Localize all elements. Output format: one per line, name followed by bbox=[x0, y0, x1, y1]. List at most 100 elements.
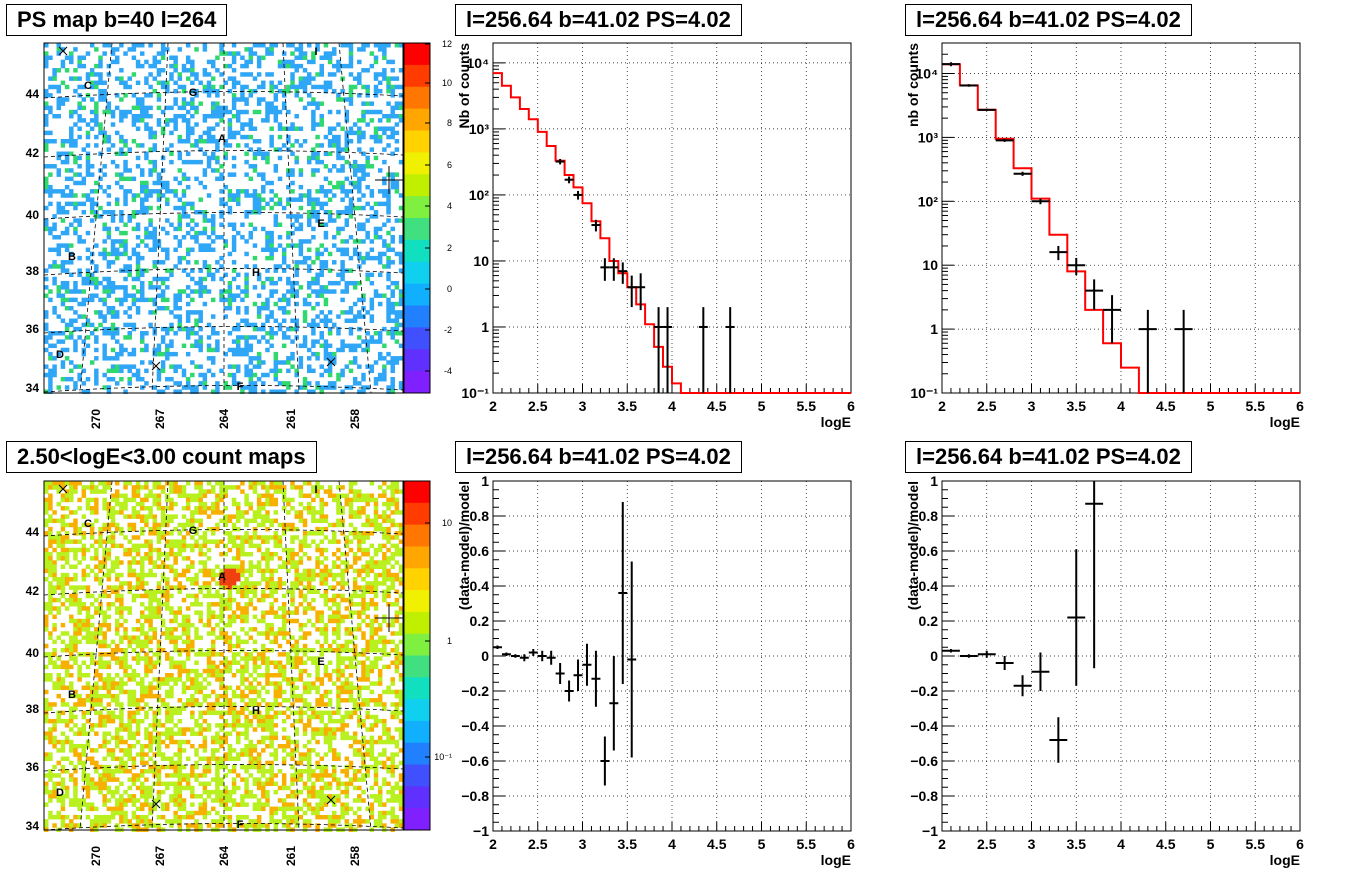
colorbar-tick-0: 10 bbox=[442, 518, 452, 528]
map-xtick-4: 258 bbox=[348, 846, 362, 866]
map-xtick-0: 270 bbox=[89, 409, 103, 429]
colorbar-tick-4: 4 bbox=[447, 201, 452, 211]
xtick-label-7: 5.5 bbox=[797, 398, 817, 414]
map-ytick-5: 34 bbox=[26, 381, 40, 395]
ytick-label-2: 10 bbox=[922, 257, 938, 273]
xtick-label-5: 4.5 bbox=[1156, 836, 1176, 852]
xtick-label-8: 6 bbox=[847, 836, 855, 852]
xtick-label-1: 2.5 bbox=[977, 398, 997, 414]
map-xtick-3: 261 bbox=[284, 846, 298, 866]
map-xtick-1: 267 bbox=[153, 846, 167, 866]
x-axis-label: logE bbox=[821, 414, 851, 430]
source-label-A: A bbox=[218, 133, 226, 145]
xtick-label-3: 3.5 bbox=[618, 398, 638, 414]
ytick-label-2: −0.6 bbox=[461, 753, 489, 769]
map-ytick-3: 38 bbox=[26, 264, 40, 278]
colorbar-tick-8: -4 bbox=[444, 366, 452, 376]
x-axis-label: logE bbox=[1270, 852, 1300, 868]
ytick-label-2: −0.6 bbox=[910, 753, 938, 769]
y-axis-label: nb of counts bbox=[905, 43, 921, 127]
xtick-label-2: 3 bbox=[579, 398, 587, 414]
source-label-B: B bbox=[68, 251, 76, 263]
ytick-label-5: 0 bbox=[481, 648, 489, 664]
xtick-label-2: 3 bbox=[1028, 836, 1036, 852]
xtick-label-5: 4.5 bbox=[707, 836, 727, 852]
ytick-label-3: −0.4 bbox=[910, 718, 938, 734]
ytick-label-0: 10⁻¹ bbox=[461, 385, 489, 401]
xtick-label-4: 4 bbox=[668, 836, 676, 852]
ytick-label-10: 1 bbox=[481, 473, 489, 489]
ytick-label-4: −0.2 bbox=[461, 683, 489, 699]
map-title-1: 2.50<logE<3.00 count maps bbox=[6, 441, 317, 473]
xtick-label-0: 2 bbox=[938, 836, 946, 852]
source-label-F: F bbox=[237, 381, 244, 393]
ytick-label-3: 10² bbox=[469, 187, 490, 203]
map-ytick-2: 40 bbox=[26, 646, 40, 660]
ytick-label-1: 1 bbox=[481, 319, 489, 335]
xtick-label-3: 3.5 bbox=[1067, 836, 1087, 852]
source-label-D: D bbox=[56, 349, 64, 361]
map-xtick-3: 261 bbox=[284, 409, 298, 429]
ytick-label-3: 10² bbox=[918, 193, 939, 209]
map-ytick-1: 42 bbox=[26, 584, 40, 598]
map-ytick-1: 42 bbox=[26, 146, 40, 160]
source-label-E: E bbox=[317, 218, 324, 230]
ytick-label-6: 0.2 bbox=[919, 613, 939, 629]
ytick-label-6: 0.2 bbox=[470, 613, 490, 629]
xtick-label-0: 2 bbox=[938, 398, 946, 414]
map-xtick-2: 264 bbox=[217, 846, 231, 866]
source-label-F: F bbox=[237, 819, 244, 831]
map-ytick-3: 38 bbox=[26, 702, 40, 716]
map-xtick-1: 267 bbox=[153, 409, 167, 429]
map-ytick-4: 36 bbox=[26, 322, 40, 336]
xtick-label-2: 3 bbox=[579, 836, 587, 852]
xtick-label-6: 5 bbox=[758, 398, 766, 414]
ytick-label-9: 0.8 bbox=[919, 508, 939, 524]
source-label-G: G bbox=[189, 87, 198, 99]
colorbar-tick-2: 8 bbox=[447, 118, 452, 128]
plot-title-2: l=256.64 b=41.02 PS=4.02 bbox=[455, 441, 742, 473]
ytick-label-8: 0.6 bbox=[470, 543, 490, 559]
xtick-label-8: 6 bbox=[1296, 398, 1304, 414]
ytick-label-7: 0.4 bbox=[919, 578, 939, 594]
source-label-C: C bbox=[84, 80, 92, 92]
xtick-label-0: 2 bbox=[489, 398, 497, 414]
map-xtick-0: 270 bbox=[89, 846, 103, 866]
ytick-label-0: −1 bbox=[922, 823, 938, 839]
source-label-E: E bbox=[317, 656, 324, 668]
xtick-label-6: 5 bbox=[1207, 398, 1215, 414]
plot-title-0: l=256.64 b=41.02 PS=4.02 bbox=[455, 4, 742, 36]
colorbar-1: 10 1 10⁻¹ bbox=[404, 481, 452, 830]
colorbar-tick-0: 12 bbox=[442, 39, 452, 49]
data-point-2 bbox=[978, 109, 996, 111]
colorbar-tick-3: 6 bbox=[447, 160, 452, 170]
ytick-label-1: −0.8 bbox=[461, 788, 489, 804]
ytick-label-0: −1 bbox=[473, 823, 489, 839]
source-label-A: A bbox=[218, 571, 226, 583]
colorbar-tick-2: 10⁻¹ bbox=[434, 752, 452, 762]
xtick-label-7: 5.5 bbox=[797, 836, 817, 852]
plot-title-1: l=256.64 b=41.02 PS=4.02 bbox=[905, 4, 1192, 36]
ytick-label-9: 0.8 bbox=[470, 508, 490, 524]
ytick-label-0: 10⁻¹ bbox=[910, 385, 938, 401]
source-label-D: D bbox=[56, 787, 64, 799]
xtick-label-6: 5 bbox=[758, 836, 766, 852]
colorbar-tick-1: 10 bbox=[442, 78, 452, 88]
ytick-label-1: −0.8 bbox=[910, 788, 938, 804]
map-xtick-2: 264 bbox=[217, 409, 231, 429]
ytick-label-5: 0 bbox=[930, 648, 938, 664]
xtick-label-1: 2.5 bbox=[977, 836, 997, 852]
source-label-C: C bbox=[84, 518, 92, 530]
xtick-label-7: 5.5 bbox=[1246, 398, 1266, 414]
x-axis-label: logE bbox=[821, 852, 851, 868]
colorbar-tick-1: 1 bbox=[447, 636, 452, 646]
y-axis-label: Nb of counts bbox=[456, 43, 472, 129]
source-label-G: G bbox=[189, 525, 198, 537]
xtick-label-4: 4 bbox=[1117, 398, 1125, 414]
